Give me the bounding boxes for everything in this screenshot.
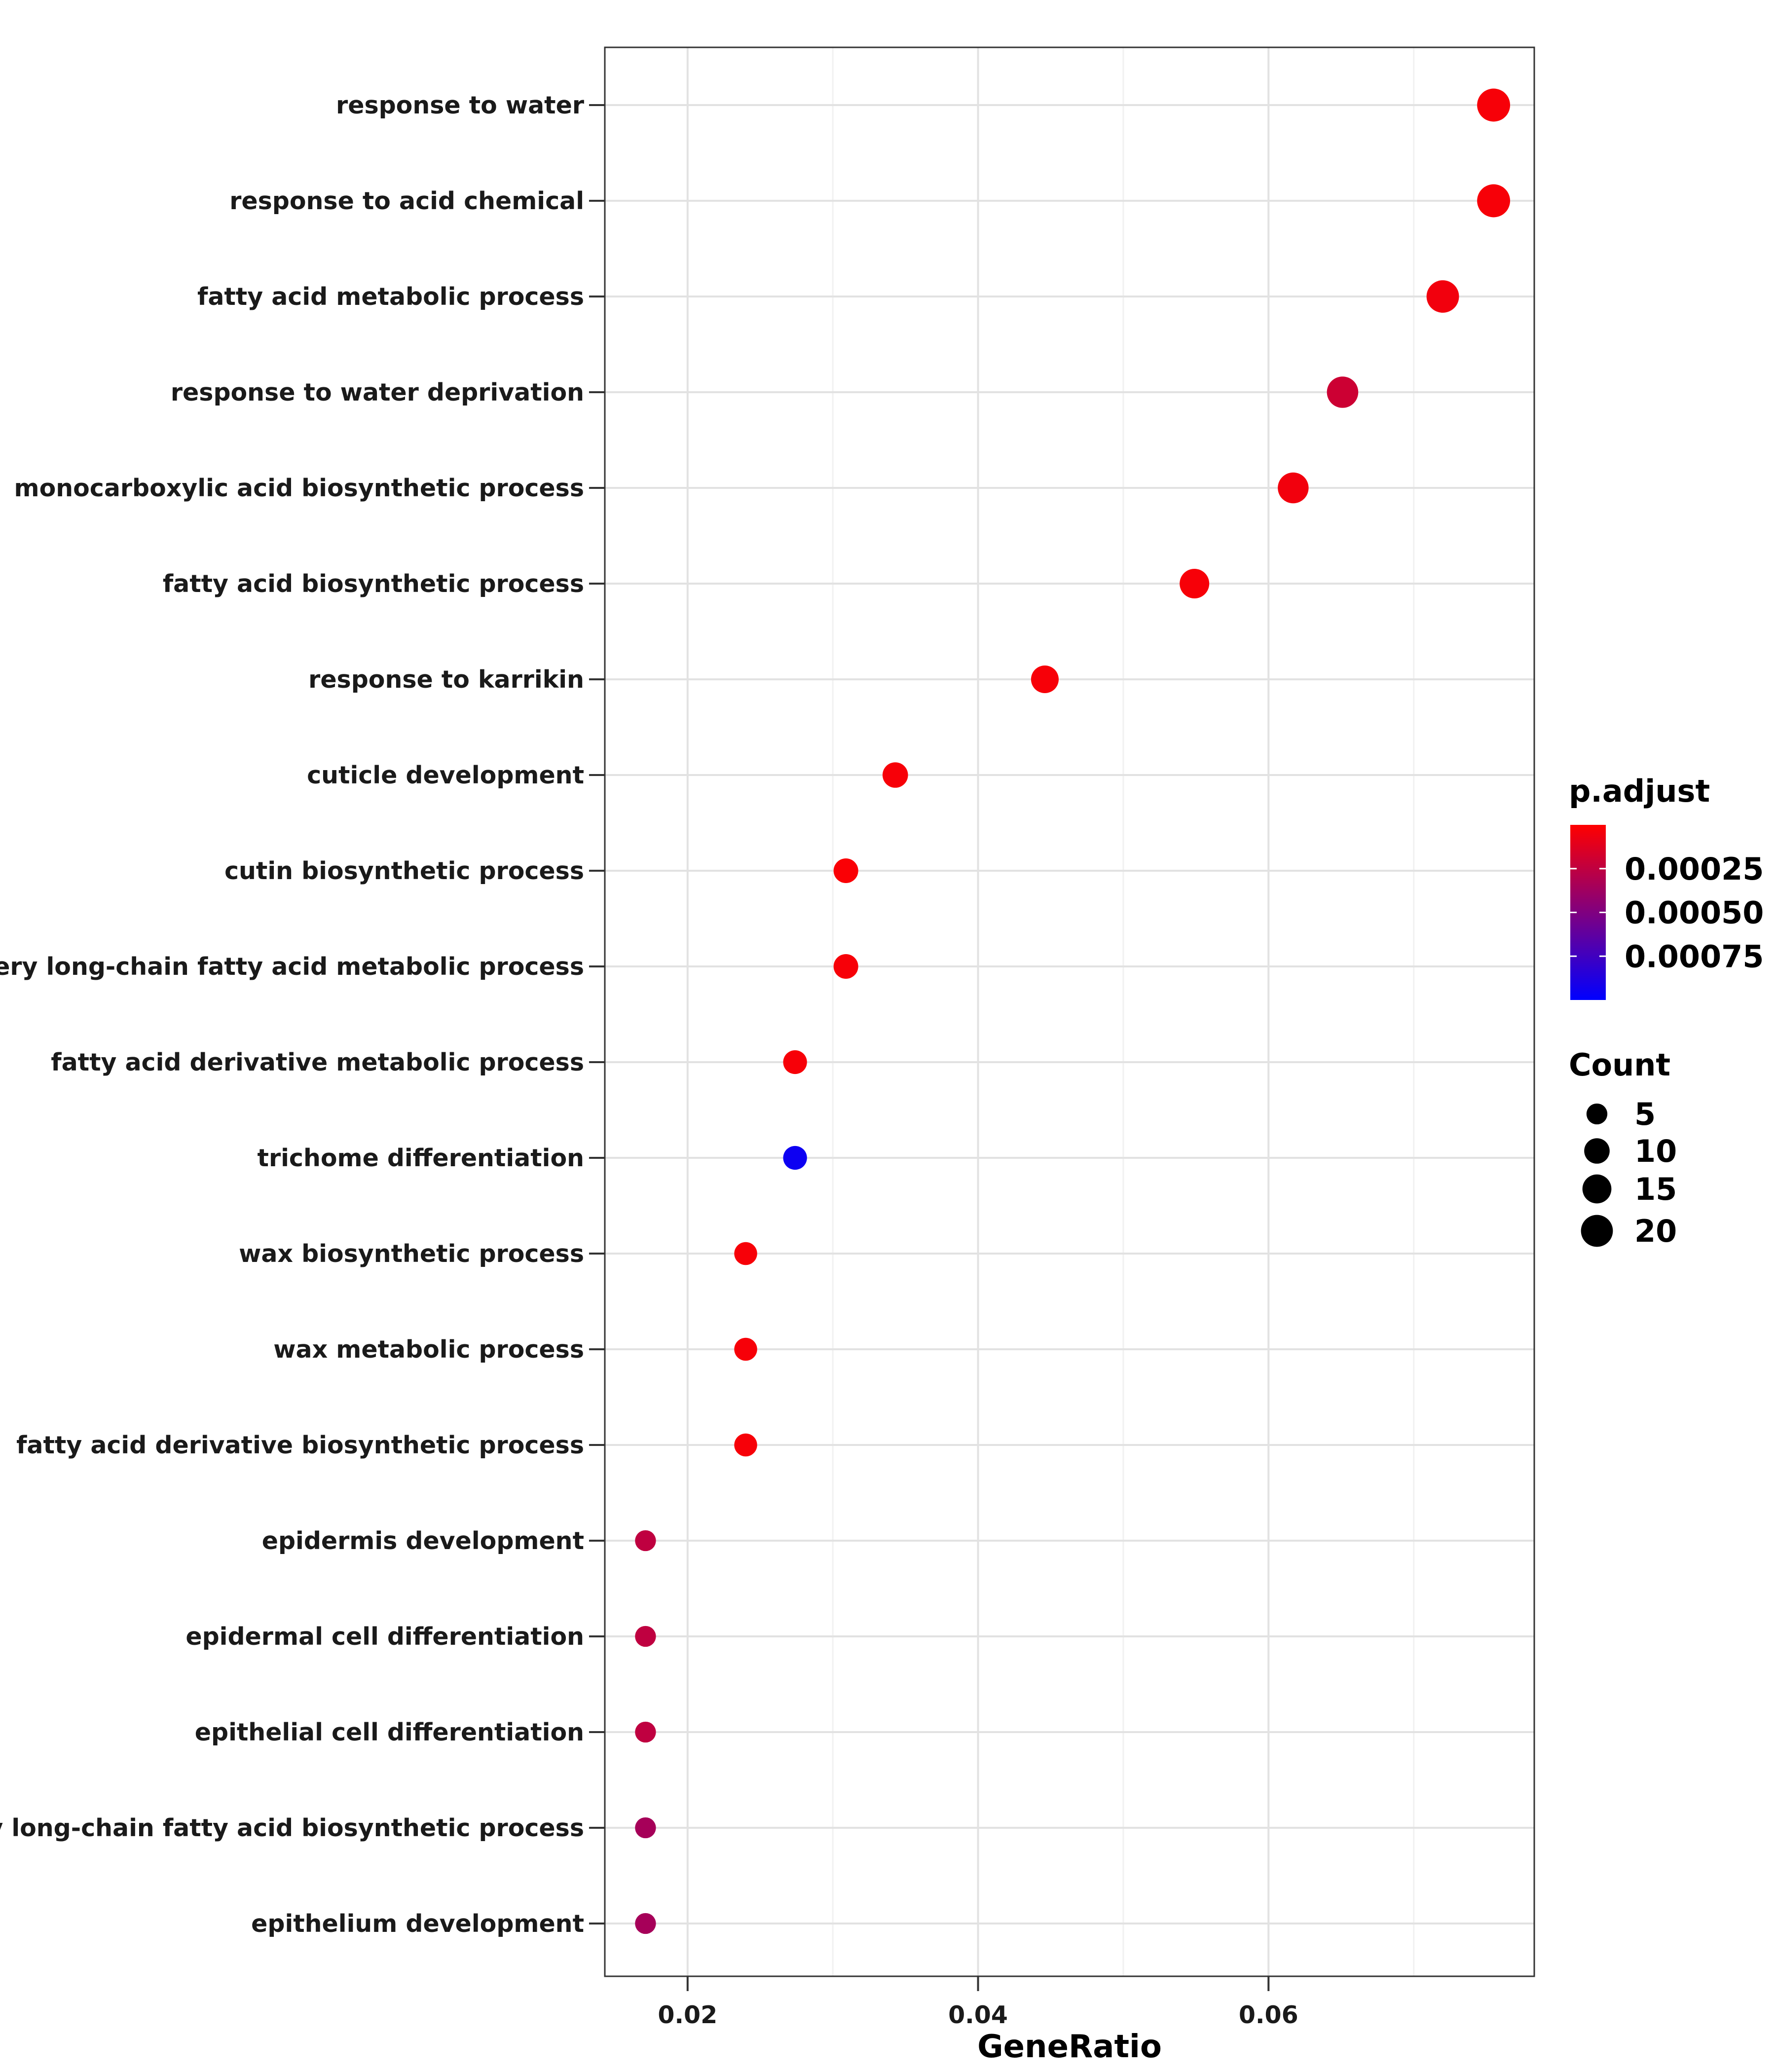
size-legend-label: 15 <box>1634 1171 1677 1207</box>
size-legend-key <box>1581 1215 1613 1247</box>
y-axis: response to water response to acid chemic… <box>0 91 605 1938</box>
term-label: cuticle development <box>307 761 584 789</box>
data-point <box>1278 472 1309 504</box>
size-legend-label: 20 <box>1634 1213 1677 1249</box>
data-point <box>635 1530 656 1552</box>
size-legend-key <box>1582 1174 1612 1204</box>
data-point <box>734 1242 757 1265</box>
term-label: epithelium development <box>251 1910 584 1938</box>
color-legend-label: 0.00075 <box>1625 938 1764 974</box>
points-layer <box>635 88 1511 1934</box>
term-label: response to water deprivation <box>171 378 584 407</box>
term-label: fatty acid derivative metabolic process <box>51 1048 584 1076</box>
term-label: epidermis development <box>262 1527 584 1555</box>
color-legend: p.adjust 0.00025 0.00050 0.00075 <box>1569 773 1764 1000</box>
data-point <box>734 1433 757 1457</box>
data-point <box>833 858 858 883</box>
x-tick-label: 0.04 <box>948 2001 1008 2029</box>
term-label: trichome differentiation <box>258 1144 584 1172</box>
term-label: response to water <box>336 91 585 119</box>
term-label: response to acid chemical <box>229 187 584 215</box>
size-legend-title: Count <box>1569 1047 1670 1083</box>
data-point <box>1426 280 1459 313</box>
data-point <box>1327 376 1359 408</box>
data-point <box>635 1626 656 1647</box>
size-legend-label: 5 <box>1634 1096 1656 1132</box>
term-label: very long-chain fatty acid biosynthetic … <box>0 1814 584 1842</box>
color-legend-title: p.adjust <box>1569 773 1710 809</box>
data-point <box>1180 569 1210 598</box>
data-point <box>833 954 858 979</box>
size-legend-key <box>1586 1103 1608 1125</box>
color-legend-label: 0.00050 <box>1625 895 1764 931</box>
x-tick-label: 0.02 <box>658 2001 717 2029</box>
data-point <box>734 1337 757 1361</box>
term-label: monocarboxylic acid biosynthetic process <box>14 474 584 502</box>
data-point <box>783 1050 807 1074</box>
data-point <box>635 1721 656 1743</box>
size-legend-label: 10 <box>1634 1133 1677 1169</box>
term-label: very long-chain fatty acid metabolic pro… <box>0 953 584 981</box>
data-point <box>1477 88 1511 122</box>
x-axis: 0.02 0.04 0.06 <box>658 1976 1298 2029</box>
term-label: wax metabolic process <box>273 1335 584 1364</box>
data-point <box>1031 665 1059 694</box>
panel-border <box>604 46 1535 1977</box>
term-label: response to karrikin <box>308 666 584 694</box>
term-label: epithelial cell differentiation <box>195 1718 584 1746</box>
term-label: cutin biosynthetic process <box>224 857 584 885</box>
term-label: fatty acid metabolic process <box>197 283 584 311</box>
grid-layer <box>605 47 1534 1976</box>
term-label: fatty acid derivative biosynthetic proce… <box>16 1431 584 1459</box>
data-point <box>635 1913 656 1934</box>
term-label: wax biosynthetic process <box>239 1240 584 1268</box>
data-point <box>783 1146 807 1170</box>
size-legend-key <box>1584 1138 1610 1164</box>
color-legend-label: 0.00025 <box>1625 851 1764 887</box>
data-point <box>635 1817 656 1839</box>
data-point <box>1477 184 1511 218</box>
term-label: epidermal cell differentiation <box>185 1623 584 1651</box>
x-tick-label: 0.06 <box>1239 2001 1298 2029</box>
term-label: fatty acid biosynthetic process <box>163 570 584 598</box>
data-point <box>882 762 908 788</box>
x-axis-title: GeneRatio <box>977 2029 1162 2065</box>
